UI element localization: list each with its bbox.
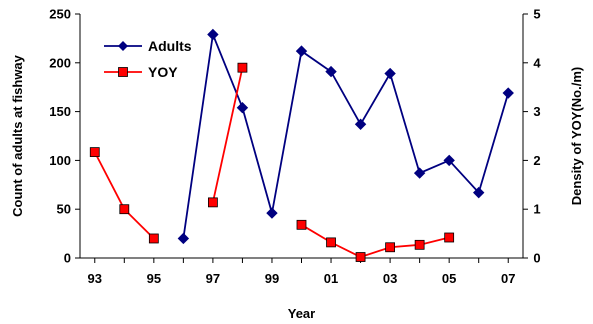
data-point-adults xyxy=(502,87,514,99)
data-point-adults xyxy=(325,65,337,78)
data-point-adults xyxy=(413,167,426,179)
x-tick-label: 05 xyxy=(442,271,456,286)
x-tick-label: 07 xyxy=(501,271,515,286)
data-point-adults xyxy=(236,101,249,114)
x-tick-label: 99 xyxy=(265,271,279,286)
legend: Adults YOY xyxy=(104,38,192,80)
y-tick-label-left: 250 xyxy=(49,7,71,22)
data-point-yoy xyxy=(326,237,336,248)
x-tick-label: 95 xyxy=(147,271,161,286)
y-tick-label-right: 1 xyxy=(533,202,540,217)
x-axis-title: Year xyxy=(288,306,315,321)
series-layer xyxy=(89,28,514,262)
data-point-yoy xyxy=(119,204,130,215)
data-point-adults xyxy=(472,186,485,199)
y-tick-label-left: 200 xyxy=(49,55,71,70)
x-tick-label: 03 xyxy=(383,271,397,286)
y-tick-label-left: 0 xyxy=(64,251,71,266)
data-point-adults xyxy=(443,154,455,167)
y-tick-label-right: 3 xyxy=(533,104,540,119)
y-tick-label-left: 50 xyxy=(57,202,71,217)
data-point-yoy xyxy=(296,219,307,230)
series-adults xyxy=(177,28,514,245)
data-point-adults xyxy=(266,207,278,219)
legend-label-yoy: YOY xyxy=(148,64,178,80)
x-tick-label: 97 xyxy=(206,271,220,286)
series-line-yoy xyxy=(301,224,450,258)
y-tick-label-right: 5 xyxy=(533,7,540,22)
legend-label-adults: Adults xyxy=(148,38,192,54)
series-yoy xyxy=(89,62,455,262)
data-point-adults xyxy=(384,67,396,80)
legend-marker-adults xyxy=(118,41,128,51)
y-tick-label-right: 0 xyxy=(533,251,540,266)
data-point-adults xyxy=(177,232,190,245)
data-point-adults xyxy=(295,45,308,57)
y-tick-label-left: 100 xyxy=(49,153,71,168)
data-point-yoy xyxy=(148,233,159,244)
series-line-yoy xyxy=(212,67,244,203)
data-point-adults xyxy=(207,28,219,41)
data-point-yoy xyxy=(355,252,366,262)
legend-item-adults: Adults xyxy=(104,38,192,54)
data-point-yoy xyxy=(207,197,218,208)
legend-item-yoy: YOY xyxy=(104,64,178,80)
legend-marker-yoy xyxy=(118,67,128,77)
data-point-yoy xyxy=(237,62,248,73)
data-point-yoy xyxy=(385,242,396,253)
y-tick-label-left: 150 xyxy=(49,104,71,119)
data-point-adults xyxy=(354,118,367,130)
series-line-adults xyxy=(182,31,510,239)
data-point-yoy xyxy=(414,239,425,250)
y-tick-label-right: 2 xyxy=(533,153,540,168)
x-tick-label: 01 xyxy=(324,271,338,286)
y-axis-title-right: Density of YOY(No./m) xyxy=(569,67,584,205)
y-axis-title-left: Count of adults at fishway xyxy=(10,54,25,217)
data-point-yoy xyxy=(89,147,100,158)
x-tick-label: 93 xyxy=(88,271,102,286)
y-tick-label-right: 4 xyxy=(533,55,541,70)
series-line-yoy xyxy=(93,151,155,240)
data-point-yoy xyxy=(444,232,455,243)
